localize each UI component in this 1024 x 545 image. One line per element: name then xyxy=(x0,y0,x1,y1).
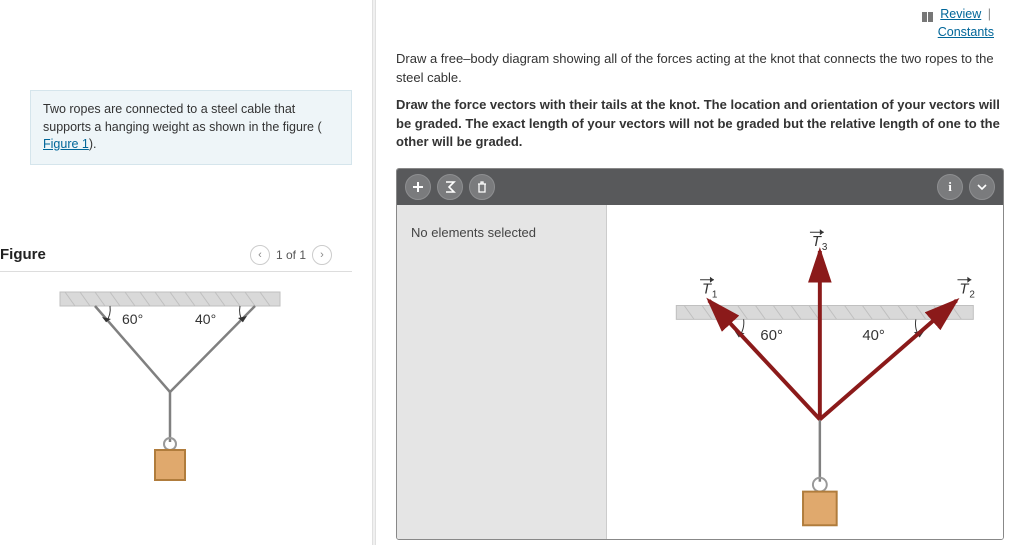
svg-text:60°: 60° xyxy=(760,328,783,344)
info-button[interactable]: i xyxy=(937,174,963,200)
figure-link[interactable]: Figure 1 xyxy=(43,137,89,151)
sum-button[interactable] xyxy=(437,174,463,200)
svg-text:T: T xyxy=(702,281,712,297)
svg-text:3: 3 xyxy=(822,242,828,253)
selection-panel: No elements selected xyxy=(397,205,607,540)
figure-title: Figure xyxy=(0,246,46,263)
angle-right-label: 40° xyxy=(195,311,216,327)
instruction-line-1: Draw a free–body diagram showing all of … xyxy=(396,50,1004,88)
no-selection-label: No elements selected xyxy=(411,225,536,240)
dropdown-button[interactable] xyxy=(969,174,995,200)
figure-prev-button[interactable]: ‹ xyxy=(250,245,270,265)
figure-page-label: 1 of 1 xyxy=(276,248,306,262)
svg-text:T: T xyxy=(959,281,969,297)
figure-pager: ‹ 1 of 1 › xyxy=(250,245,332,265)
add-vector-button[interactable] xyxy=(405,174,431,200)
problem-text-end: ). xyxy=(89,137,97,151)
top-links: Review | Constants xyxy=(920,6,994,41)
drawing-workspace: i No elements selected xyxy=(396,168,1004,540)
instruction-line-2: Draw the force vectors with their tails … xyxy=(396,96,1004,153)
delete-button[interactable] xyxy=(469,174,495,200)
svg-text:2: 2 xyxy=(969,289,975,300)
problem-statement: Two ropes are connected to a steel cable… xyxy=(30,90,352,165)
figure-next-button[interactable]: › xyxy=(312,245,332,265)
review-link[interactable]: Review xyxy=(940,7,981,21)
constants-link[interactable]: Constants xyxy=(938,25,994,39)
review-icon xyxy=(920,10,934,20)
figure-divider xyxy=(0,271,352,272)
svg-text:40°: 40° xyxy=(862,328,885,344)
angle-left-label: 60° xyxy=(122,311,143,327)
svg-text:T: T xyxy=(812,234,822,250)
workspace-toolbar: i xyxy=(397,169,1003,204)
svg-text:1: 1 xyxy=(712,289,718,300)
link-separator: | xyxy=(988,7,991,21)
drawing-canvas[interactable]: 60° 40° T 1 T 3 T xyxy=(607,205,1003,540)
problem-text: Two ropes are connected to a steel cable… xyxy=(43,102,322,134)
reference-figure: 60° 40° xyxy=(40,282,352,502)
instructions: Draw a free–body diagram showing all of … xyxy=(396,50,1004,152)
